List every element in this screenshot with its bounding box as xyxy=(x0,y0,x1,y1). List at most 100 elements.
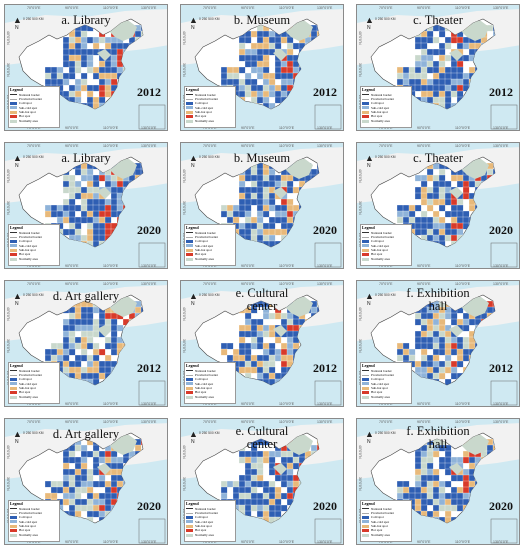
region-cell xyxy=(420,84,428,92)
region-cell xyxy=(492,198,495,206)
region-cell xyxy=(220,486,228,494)
region-cell xyxy=(444,228,452,236)
latitude-tick-label: 40°0'0"N xyxy=(6,169,10,183)
region-cell xyxy=(280,360,288,368)
region-cell xyxy=(438,318,446,326)
region-cell xyxy=(50,72,58,80)
north-arrow-icon: ▲ xyxy=(189,291,198,301)
legend-label: Provincial border xyxy=(19,510,42,515)
north-label: N xyxy=(191,439,195,445)
region-cell xyxy=(226,480,234,488)
region-cell xyxy=(250,228,258,236)
region-cell xyxy=(80,168,88,176)
region-cell xyxy=(74,186,82,194)
region-cell xyxy=(292,222,300,230)
north-arrow-icon: ▲ xyxy=(13,291,22,301)
legend-label: Normally area xyxy=(371,118,390,123)
region-cell xyxy=(62,180,70,188)
longitude-tick-label: 90°0'0"E xyxy=(241,6,255,10)
region-cell xyxy=(92,378,100,385)
region-cell xyxy=(110,36,118,44)
region-cell xyxy=(50,210,58,218)
latitude-tick-label: 30°0'0"N xyxy=(358,201,362,215)
region-cell xyxy=(98,36,106,44)
region-cell xyxy=(432,186,440,194)
longitude-tick-label: 90°0'0"E xyxy=(65,126,79,130)
region-cell xyxy=(468,48,476,56)
region-cell xyxy=(92,330,100,338)
region-cell xyxy=(110,384,118,385)
region-cell xyxy=(280,492,288,500)
region-cell xyxy=(444,180,452,188)
panel-year: 2012 xyxy=(313,361,337,375)
region-cell xyxy=(274,216,282,224)
region-cell xyxy=(110,522,118,523)
region-cell xyxy=(426,48,434,56)
longitude-tick-label: 110°0'0"E xyxy=(279,402,295,406)
legend-item: Cold spot xyxy=(186,515,234,519)
region-cell xyxy=(74,510,82,518)
north-arrow-icon: ▲ xyxy=(13,429,22,439)
legend-label: Normally area xyxy=(371,532,390,537)
region-cell xyxy=(462,42,470,50)
region-cell xyxy=(444,42,452,50)
region-cell xyxy=(456,342,464,350)
region-cell xyxy=(92,42,100,50)
region-cell xyxy=(480,90,488,98)
region-cell xyxy=(80,78,88,86)
legend-label: Cold spot xyxy=(195,515,208,520)
region-cell xyxy=(250,198,258,206)
region-cell xyxy=(468,384,476,385)
south-china-sea-inset xyxy=(314,242,342,268)
panel-year: 2020 xyxy=(137,499,161,513)
region-cell xyxy=(92,180,100,188)
region-cell xyxy=(92,174,100,182)
region-cell xyxy=(420,54,428,62)
region-cell xyxy=(104,180,112,188)
region-cell xyxy=(128,378,136,385)
legend-label: National border xyxy=(371,92,392,97)
legend-swatch xyxy=(362,382,369,386)
legend-swatch xyxy=(186,244,193,248)
region-cell xyxy=(128,492,136,500)
region-cell xyxy=(86,330,94,338)
region-cell xyxy=(232,348,240,356)
latitude-tick-label: 40°0'0"N xyxy=(358,169,362,183)
region-cell xyxy=(98,522,106,523)
region-cell xyxy=(140,186,143,194)
region-cell xyxy=(438,246,446,247)
region-cell xyxy=(432,342,440,350)
region-cell xyxy=(122,96,130,104)
legend-item: Provincial border xyxy=(362,97,410,101)
region-cell xyxy=(286,204,294,212)
region-cell xyxy=(74,336,82,344)
region-cell xyxy=(480,366,488,374)
region-cell xyxy=(244,198,252,206)
legend-swatch xyxy=(186,236,193,238)
region-cell xyxy=(232,204,240,212)
region-cell xyxy=(414,36,422,44)
region-cell xyxy=(304,510,312,518)
region-cell xyxy=(80,324,88,332)
region-cell xyxy=(250,366,258,374)
region-cell xyxy=(468,66,476,74)
region-cell xyxy=(492,516,495,523)
legend-title: Legend xyxy=(362,501,375,506)
region-cell xyxy=(474,366,482,374)
legend-item: Sub-hot spot xyxy=(186,248,234,252)
region-cell xyxy=(262,168,270,176)
region-cell xyxy=(256,228,264,236)
region-cell xyxy=(486,378,494,385)
legend-label: National border xyxy=(195,230,216,235)
region-cell xyxy=(62,42,70,50)
region-cell xyxy=(68,492,76,500)
region-cell xyxy=(286,78,294,86)
region-cell xyxy=(68,240,76,247)
region-cell xyxy=(116,186,124,194)
region-cell xyxy=(468,198,476,206)
legend-swatch xyxy=(362,119,369,123)
region-cell xyxy=(292,90,300,98)
region-cell xyxy=(274,354,282,362)
longitude-tick-label: 110°0'0"E xyxy=(103,282,119,286)
region-cell xyxy=(116,228,124,236)
